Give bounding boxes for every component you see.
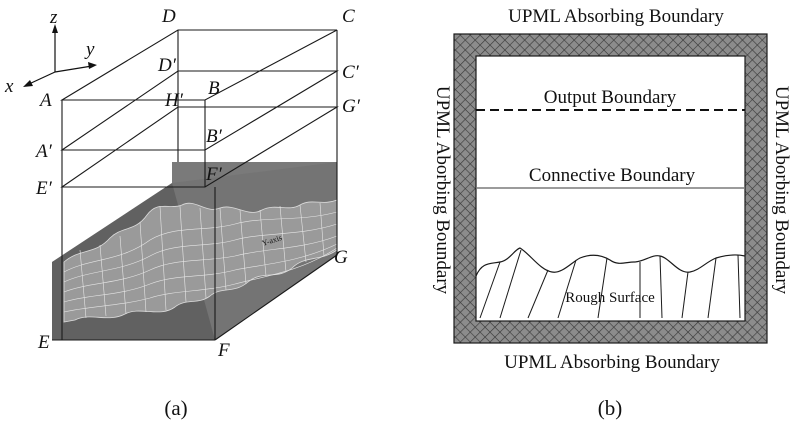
vertex-label-c: C bbox=[342, 6, 355, 27]
bottom-boundary-label: UPML Absorbing Boundary bbox=[504, 352, 720, 373]
right-boundary-label: UPML Aborbing Boundary bbox=[771, 86, 791, 295]
wireframe-box bbox=[52, 29, 339, 341]
axis-label-y: y bbox=[84, 39, 95, 60]
vertex-label-c-prime: C′ bbox=[342, 62, 360, 83]
axis-label-z: z bbox=[49, 7, 58, 28]
rough-surface-label: Rough Surface bbox=[565, 290, 655, 306]
vertex-labels: D C D′ C′ A H′ B G′ A′ B′ E′ F′ G E F bbox=[34, 6, 361, 361]
vertex-label-b-prime: B′ bbox=[206, 126, 223, 147]
axis-label-x: x bbox=[4, 76, 14, 97]
vertex-label-b: B bbox=[208, 78, 220, 99]
caption-b: (b) bbox=[598, 396, 623, 420]
vertex-label-f: F bbox=[217, 340, 230, 361]
output-boundary-label: Output Boundary bbox=[544, 87, 677, 108]
rough-surface-wireframe: Y-axis bbox=[63, 199, 338, 323]
vertex-label-d-prime: D′ bbox=[157, 55, 177, 76]
vertex-label-h-prime: H′ bbox=[164, 90, 184, 111]
vertex-label-g-prime: G′ bbox=[342, 96, 361, 117]
vertex-label-a-prime: A′ bbox=[34, 141, 53, 162]
vertex-label-g: G bbox=[334, 247, 348, 268]
vertex-label-a: A bbox=[38, 90, 52, 111]
caption-a: (a) bbox=[164, 396, 187, 420]
left-boundary-label: UPML Aborbing Boundary bbox=[432, 86, 453, 295]
vertex-label-e: E bbox=[37, 332, 50, 353]
top-boundary-label: UPML Absorbing Boundary bbox=[508, 6, 724, 27]
rough-surface: Rough Surface bbox=[475, 247, 746, 319]
panel-a: z y x Y-axis bbox=[4, 6, 361, 420]
coordinate-axes: z y x bbox=[4, 7, 97, 97]
panel-b: UPML Absorbing Boundary Output Boundary … bbox=[432, 6, 791, 420]
vertex-label-e-prime: E′ bbox=[35, 178, 53, 199]
vertex-label-f-prime: F′ bbox=[205, 164, 223, 185]
vertex-label-d: D bbox=[161, 6, 176, 27]
connective-boundary-label: Connective Boundary bbox=[529, 165, 696, 186]
